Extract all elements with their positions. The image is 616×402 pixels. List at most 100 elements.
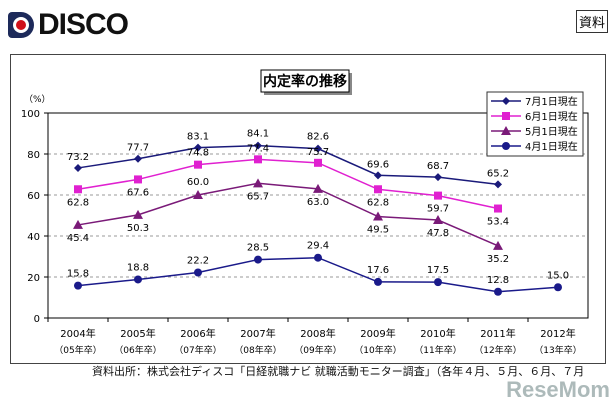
document-badge: 資料 [575, 10, 608, 33]
data-label: 75.7 [307, 147, 329, 158]
data-label: 59.7 [427, 204, 449, 215]
legend-label: 4月1日現在 [525, 141, 578, 153]
chart-title: 内定率の推移 [263, 73, 347, 90]
data-label: 18.8 [127, 262, 149, 273]
data-label: 49.5 [367, 225, 389, 236]
legend-label: 7月1日現在 [525, 96, 578, 108]
chart-frame [10, 54, 606, 364]
x-tick-label: 2007年 [240, 327, 275, 340]
square-marker [314, 158, 322, 167]
y-tick-label: 80 [27, 150, 40, 161]
x-tick-label: 2004年 [60, 327, 95, 340]
x-tick-label: 2010年 [420, 327, 455, 340]
x-tick-sublabel: （09年卒） [294, 344, 341, 356]
triangle-marker [133, 209, 143, 219]
data-label: 35.2 [487, 254, 509, 265]
x-tick-label: 2005年 [120, 327, 155, 340]
series-line [77, 158, 499, 210]
data-label: 84.1 [247, 129, 269, 140]
series-line [77, 144, 499, 186]
triangle-marker [373, 211, 383, 221]
triangle-marker [313, 183, 323, 193]
plot-area [47, 112, 589, 319]
data-label: 29.4 [307, 241, 329, 252]
data-label: 74.8 [187, 148, 209, 159]
data-label: 62.8 [367, 197, 389, 208]
data-label: 47.8 [427, 228, 449, 239]
data-label: 67.6 [127, 187, 149, 198]
circle-marker [494, 287, 502, 296]
x-tick-sublabel: （05年卒） [54, 344, 101, 356]
x-tick-sublabel: （11年卒） [414, 344, 461, 356]
x-tick-sublabel: （13年卒） [534, 344, 581, 356]
square-marker [254, 155, 262, 164]
data-label: 77.7 [127, 143, 149, 154]
data-label: 83.1 [187, 132, 209, 143]
triangle-marker [433, 215, 443, 225]
data-label: 65.2 [487, 168, 509, 179]
data-label: 69.6 [367, 159, 389, 170]
triangle-marker [73, 219, 83, 229]
x-tick-label: 2011年 [480, 327, 515, 340]
circle-marker [554, 283, 562, 292]
data-label: 73.2 [67, 152, 89, 163]
y-tick-label: 60 [27, 191, 40, 202]
diamond-marker [502, 97, 510, 105]
circle-marker [434, 278, 442, 287]
y-tick-label: 0 [34, 314, 40, 325]
data-label: 15.8 [67, 269, 89, 280]
circle-marker [74, 281, 82, 290]
data-label: 60.0 [187, 177, 209, 188]
data-label: 15.0 [547, 270, 569, 281]
x-tick-sublabel: （12年卒） [474, 344, 521, 356]
square-marker [134, 175, 142, 184]
square-marker [502, 112, 510, 120]
data-label: 68.7 [427, 161, 449, 172]
y-tick-label: 100 [21, 109, 40, 120]
square-marker [374, 185, 382, 194]
source-note: 資料出所：株式会社ディスコ「日経就職ナビ 就職活動モニター調査」（各年４月、５月… [92, 365, 585, 378]
x-tick-sublabel: （10年卒） [354, 344, 401, 356]
y-tick-label: 40 [27, 232, 40, 243]
data-label: 17.6 [367, 265, 389, 276]
legend-label: 6月1日現在 [525, 111, 578, 123]
triangle-marker [193, 190, 203, 199]
diamond-marker [374, 171, 382, 180]
diamond-marker [314, 144, 322, 153]
chart-title-box [260, 69, 350, 93]
diamond-marker [194, 143, 202, 152]
data-label: 62.8 [67, 197, 89, 208]
diamond-marker [74, 163, 82, 172]
square-marker [74, 185, 82, 194]
y-axis-label: （%） [24, 94, 51, 105]
series-line [77, 182, 499, 247]
square-marker [434, 191, 442, 200]
circle-marker [194, 268, 202, 277]
diamond-marker [434, 173, 442, 182]
legend-label: 5月1日現在 [525, 126, 578, 138]
data-label: 17.5 [427, 265, 449, 276]
x-tick-label: 2009年 [360, 327, 395, 340]
data-label: 22.2 [187, 255, 209, 266]
data-label: 12.8 [487, 275, 509, 286]
disco-logo: DISCO [8, 8, 129, 42]
x-tick-sublabel: （08年卒） [234, 344, 281, 356]
x-tick-label: 2008年 [300, 327, 335, 340]
x-tick-label: 2012年 [540, 327, 575, 340]
logo-text: DISCO [38, 8, 129, 41]
circle-marker [502, 142, 510, 150]
data-label: 65.7 [247, 191, 269, 202]
data-label: 77.4 [247, 143, 269, 154]
diamond-marker [254, 141, 262, 150]
x-tick-sublabel: （07年卒） [174, 344, 221, 356]
circle-marker [134, 275, 142, 284]
triangle-marker [501, 126, 511, 135]
diamond-marker [134, 154, 142, 163]
x-tick-label: 2006年 [180, 327, 215, 340]
square-marker [194, 160, 202, 169]
circle-marker [254, 255, 262, 264]
data-label: 50.3 [127, 223, 149, 234]
data-label: 28.5 [247, 243, 269, 254]
square-marker [494, 204, 502, 213]
